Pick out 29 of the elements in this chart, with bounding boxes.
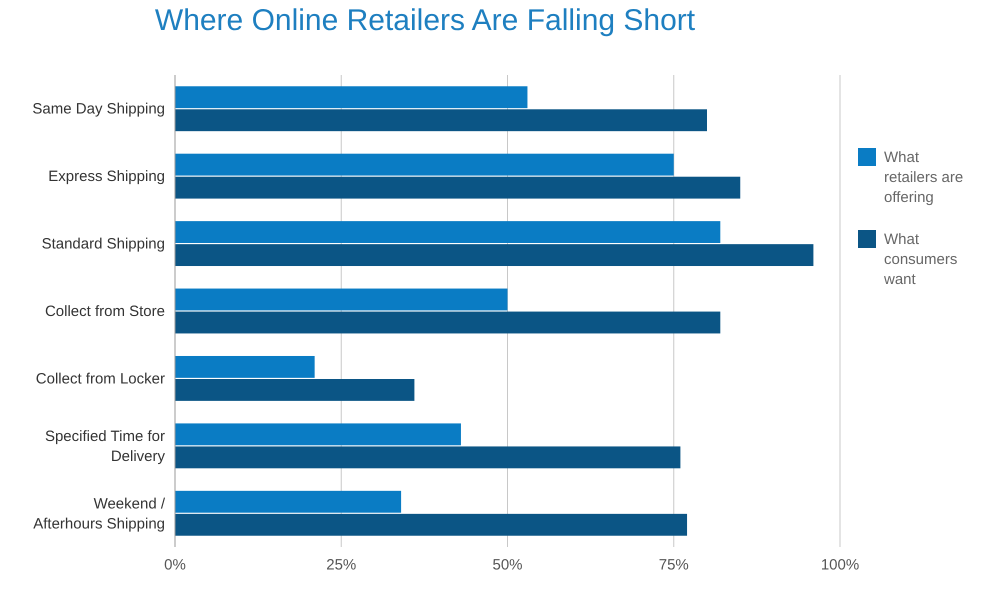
bar <box>175 514 688 536</box>
bar <box>175 490 402 513</box>
y-tick-label: Specified Time for Delivery <box>44 428 166 465</box>
y-tick-label: Express Shipping <box>48 168 165 186</box>
bar <box>175 288 508 310</box>
bar <box>175 356 315 378</box>
bar <box>175 154 674 176</box>
x-tick-label: 0% <box>164 556 186 574</box>
bar <box>175 446 680 468</box>
x-tick-label: 100% <box>820 556 860 574</box>
chart-title: Where Online Retailers Are Falling Short <box>154 4 696 37</box>
bar <box>175 244 814 266</box>
legend-label: What consumers want <box>883 231 958 288</box>
bar <box>175 312 720 334</box>
bar <box>175 379 414 401</box>
bar <box>175 176 740 199</box>
bar <box>175 109 707 132</box>
y-tick-label: Collect from Locker <box>36 370 165 388</box>
y-tick-label: Collect from Store <box>44 303 165 320</box>
bar <box>175 221 720 243</box>
x-tick-label: 75% <box>658 556 689 574</box>
bar <box>175 423 461 446</box>
x-tick-label: 25% <box>326 556 356 574</box>
y-tick-label: Weekend / Afterhours Shipping <box>33 495 166 532</box>
bar <box>175 86 528 108</box>
x-tick-label: 50% <box>492 556 523 574</box>
y-tick-label: Standard Shipping <box>42 236 165 253</box>
y-tick-label: Same Day Shipping <box>32 100 165 118</box>
legend-label: What retailers are offering <box>884 149 964 206</box>
